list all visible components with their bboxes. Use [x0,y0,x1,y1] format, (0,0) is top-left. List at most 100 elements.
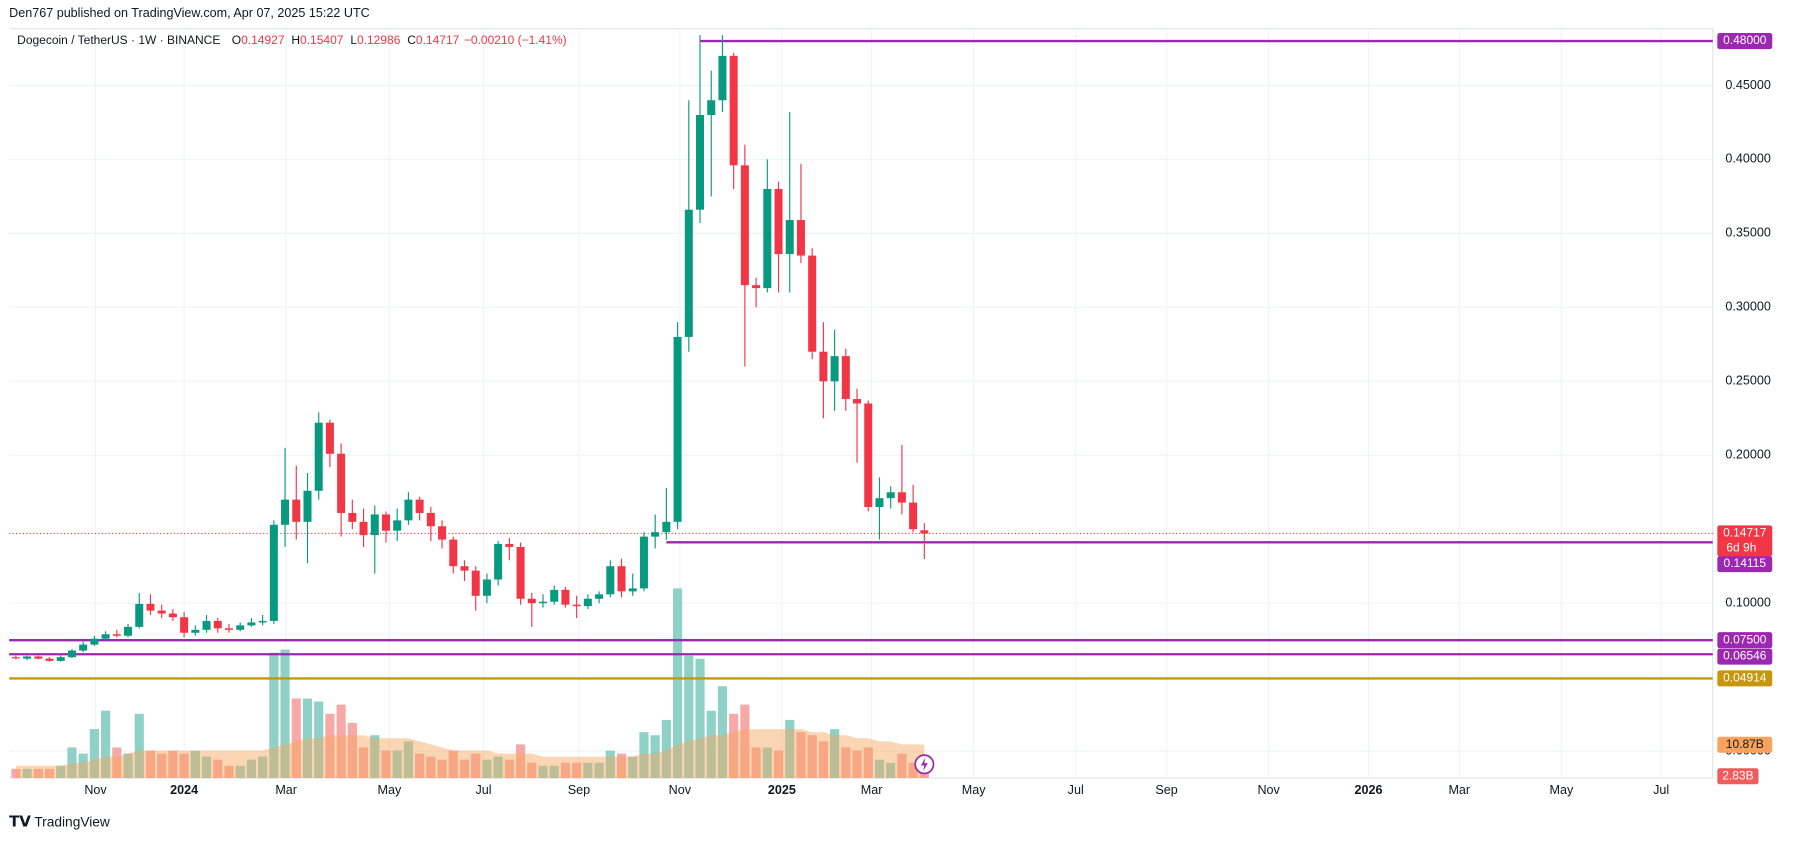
candle-body [482,579,491,596]
volume-bar [852,750,862,779]
volume-bar [89,729,99,779]
legend-value: 0.14927 [241,33,285,47]
volume-bar [415,753,425,779]
candle-body [651,532,660,537]
legend-value: 0.14717 [416,33,460,47]
volume-bar [572,762,582,779]
candle-body [628,588,637,592]
price-label: 0.14717 [1723,526,1767,540]
level-label: 0.07500 [1723,632,1767,646]
volume-bar [157,753,167,779]
candle-body [561,589,570,605]
candle-body [337,453,346,513]
volume-bar [459,759,470,779]
volume-ma-label: 10.87B [1726,737,1764,751]
candle-body [853,399,862,404]
level-label: 0.06546 [1723,649,1767,663]
level-badge [1717,556,1773,573]
candle-body [752,285,761,289]
volume-bar [403,741,413,779]
candle-body [224,628,233,630]
volume-bar [302,698,313,779]
volume-bar [605,750,615,779]
candle-body [404,499,413,521]
volume-bar [168,750,178,779]
volume-bar [336,704,346,779]
candle-body [583,598,592,607]
candle-body [415,499,424,513]
candle-body [572,604,581,607]
y-tick-label: 0.10000 [1725,596,1770,610]
candle-body [538,601,548,604]
volume-bar [616,753,627,779]
volume-bar [830,729,840,779]
y-tick-label: 0.30000 [1725,300,1770,314]
candle-body [11,657,20,659]
candle-body [886,492,895,499]
candle-body [191,629,200,633]
candle-body [247,622,256,626]
candle-body [460,566,469,571]
volume-bar [392,750,402,779]
candle-body [696,115,705,210]
candle-body [808,255,817,352]
volume-bar [538,765,548,779]
volume-bar [291,698,301,779]
volume-bar [628,756,638,779]
candle-body [213,620,222,629]
candle-body [325,422,334,454]
candle-body [202,620,211,630]
candle-body [785,220,794,255]
volume-bar [751,747,761,779]
volume-bar [314,701,324,779]
volume-bar [325,713,335,779]
candle-body [67,650,76,658]
candle-body [146,603,155,611]
candle-body [236,625,245,630]
x-tick-label: Jul [1653,783,1669,797]
candle-body [34,656,43,659]
volume-bar [190,750,200,779]
candle-body [819,351,828,382]
candle-body [830,356,839,382]
volume-bar [22,768,32,779]
candle-body [23,656,32,659]
candle-body [168,613,177,618]
legend-key: C [407,33,416,47]
volume-bar [224,765,234,779]
volume-bar [695,658,705,779]
volume-bar [504,759,514,779]
volume-bar [650,735,660,779]
x-tick-label: Nov [1257,783,1280,797]
y-tick-label: 0.45000 [1725,78,1770,92]
candle-body [56,657,65,661]
candle-body [617,566,626,592]
volume-ma-area [15,729,925,779]
level-badge [1717,670,1773,687]
symbol-legend: Dogecoin / TetherUS · 1W · BINANCE O0.149… [17,33,566,47]
candle-body [258,620,267,623]
volume-bar [886,762,896,779]
candle-body [639,536,648,589]
candle-body [359,521,368,536]
y-tick-label: 0.25000 [1725,374,1770,388]
volume-bar [661,719,671,779]
x-tick-label: May [377,783,401,797]
x-tick-label: Mar [1448,783,1470,797]
volume-bar [347,722,357,779]
volume-bar [56,765,66,779]
candle-body [135,603,144,627]
volume-bar [527,762,537,779]
volume-bar [482,759,492,779]
candle-body [516,546,525,599]
volume-bar [258,756,268,779]
candle-body [718,55,727,101]
x-tick-label: May [962,783,986,797]
candle-body [909,502,918,530]
volume-bar [717,686,728,779]
candle-body [595,594,604,599]
candle-body [438,526,447,540]
candle-body [393,520,402,531]
